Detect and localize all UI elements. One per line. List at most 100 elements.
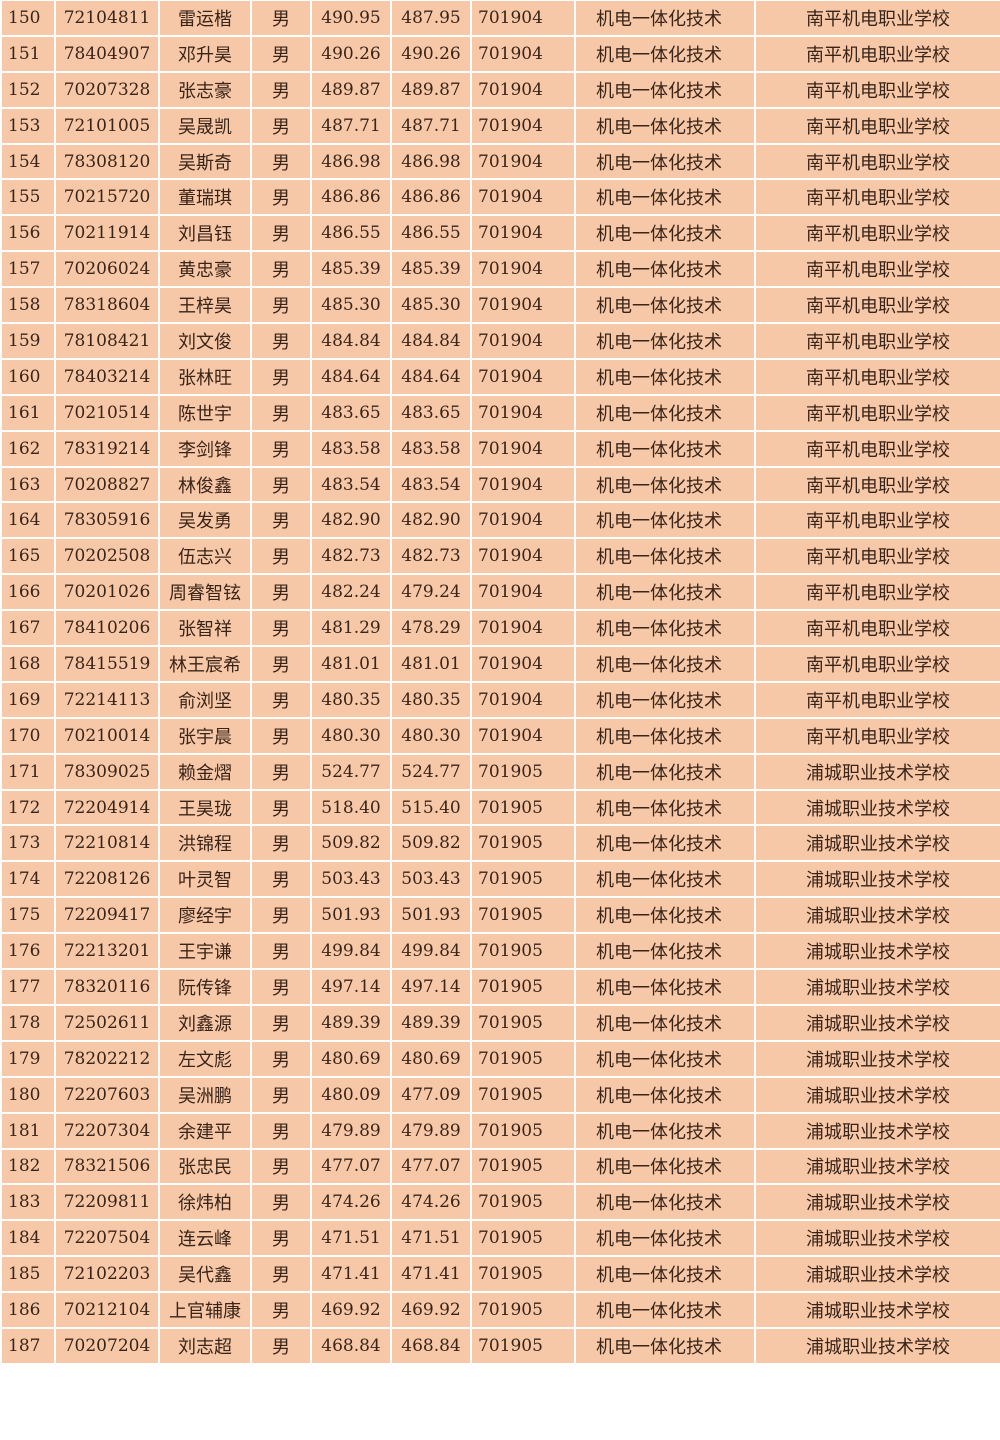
school-name-cell: 浦城职业技术学校 [754,1111,1000,1150]
school-name-cell: 浦城职业技术学校 [754,1326,1000,1365]
exam-id-cell: 78321506 [54,1147,160,1186]
row-number-cell: 153 [0,106,56,145]
major-name-cell: 机电一体化技术 [574,573,756,612]
row-number-cell: 158 [0,286,56,325]
major-code-cell: 701904 [470,393,576,432]
exam-id-cell: 78319214 [54,429,160,468]
adjusted-score-cell: 501.93 [390,896,472,935]
exam-id-cell: 70211914 [54,214,160,253]
student-name-cell: 董瑞琪 [158,178,252,217]
school-name-cell: 南平机电职业学校 [754,322,1000,360]
school-name-cell: 南平机电职业学校 [754,465,1000,504]
row-number-cell: 168 [0,645,56,683]
major-name-cell: 机电一体化技术 [574,142,756,181]
exam-id-cell: 72204914 [54,788,160,827]
school-name-cell: 浦城职业技术学校 [754,824,1000,863]
major-code-cell: 701905 [470,896,576,935]
gender-cell: 男 [250,1075,312,1114]
major-name-cell: 机电一体化技术 [574,788,756,827]
gender-cell: 男 [250,824,312,863]
row-number-cell: 182 [0,1147,56,1186]
school-name-cell: 南平机电职业学校 [754,537,1000,576]
row-number-cell: 172 [0,788,56,827]
total-score-cell: 483.65 [310,393,392,432]
table-row: 172 72204914 王昊珑男 518.40 515.40 701905 机电一体化技术… [0,788,1000,827]
major-code-cell: 701905 [470,1003,576,1042]
table-row: 168 78415519 林王宸希男 481.01 481.01 701904 机电一体化技… [0,645,1000,683]
adjusted-score-cell: 481.01 [390,645,472,683]
adjusted-score-cell: 471.51 [390,1219,472,1258]
row-number-cell: 177 [0,968,56,1006]
school-name-cell: 南平机电职业学校 [754,645,1000,683]
student-name-cell: 吴代鑫 [158,1255,252,1294]
school-name-cell: 南平机电职业学校 [754,0,1000,37]
table-row: 184 72207504 连云峰男 471.51 471.51 701905 机电一体化技术… [0,1219,1000,1258]
total-score-cell: 485.30 [310,286,392,325]
adjusted-score-cell: 497.14 [390,968,472,1006]
exam-id-cell: 72101005 [54,106,160,145]
major-name-cell: 机电一体化技术 [574,1183,756,1222]
total-score-cell: 483.54 [310,465,392,504]
gender-cell: 男 [250,645,312,683]
major-code-cell: 701904 [470,465,576,504]
row-number-cell: 181 [0,1111,56,1150]
total-score-cell: 480.09 [310,1075,392,1114]
major-code-cell: 701904 [470,716,576,755]
table-row: 159 78108421 刘文俊男 484.84 484.84 701904 机电一体化技术… [0,322,1000,360]
gender-cell: 男 [250,1183,312,1222]
table-row: 179 78202212 左文彪男 480.69 480.69 701905 机电一体化技术… [0,1039,1000,1078]
row-number-cell: 183 [0,1183,56,1222]
total-score-cell: 480.30 [310,716,392,755]
row-number-cell: 169 [0,680,56,719]
major-name-cell: 机电一体化技术 [574,501,756,540]
admission-results-table: 150 72104811 雷运楷男 490.95 487.95 701904 机电一体化技术… [0,0,1000,1365]
table-row: 175 72209417 廖经宇男 501.93 501.93 701905 机电一体化技术… [0,896,1000,935]
adjusted-score-cell: 524.77 [390,752,472,791]
student-name-cell: 左文彪 [158,1039,252,1078]
major-code-cell: 701905 [470,968,576,1006]
table-row: 153 72101005 吴晟凯男 487.71 487.71 701904 机电一体化技术… [0,106,1000,145]
student-name-cell: 洪锦程 [158,824,252,863]
adjusted-score-cell: 486.55 [390,214,472,253]
student-name-cell: 叶灵智 [158,860,252,899]
school-name-cell: 浦城职业技术学校 [754,860,1000,899]
adjusted-score-cell: 474.26 [390,1183,472,1222]
exam-id-cell: 72209811 [54,1183,160,1222]
row-number-cell: 160 [0,357,56,396]
exam-id-cell: 72208126 [54,860,160,899]
major-code-cell: 701904 [470,178,576,217]
gender-cell: 男 [250,501,312,540]
adjusted-score-cell: 482.73 [390,537,472,576]
table-row: 150 72104811 雷运楷男 490.95 487.95 701904 机电一体化技术… [0,0,1000,37]
school-name-cell: 浦城职业技术学校 [754,788,1000,827]
row-number-cell: 173 [0,824,56,863]
total-score-cell: 484.84 [310,322,392,360]
total-score-cell: 480.35 [310,680,392,719]
table-row: 167 78410206 张智祥男 481.29 478.29 701904 机电一体化技术… [0,609,1000,648]
adjusted-score-cell: 483.54 [390,465,472,504]
table-row: 186 70212104 上官辅康男 469.92 469.92 701905 机电一体化技… [0,1291,1000,1329]
student-name-cell: 吴晟凯 [158,106,252,145]
adjusted-score-cell: 468.84 [390,1326,472,1365]
total-score-cell: 501.93 [310,896,392,935]
total-score-cell: 487.71 [310,106,392,145]
exam-id-cell: 78108421 [54,322,160,360]
major-name-cell: 机电一体化技术 [574,896,756,935]
major-code-cell: 701905 [470,1039,576,1078]
table-row: 181 72207304 余建平男 479.89 479.89 701905 机电一体化技术… [0,1111,1000,1150]
major-name-cell: 机电一体化技术 [574,286,756,325]
student-name-cell: 张志豪 [158,70,252,109]
major-name-cell: 机电一体化技术 [574,214,756,253]
adjusted-score-cell: 499.84 [390,932,472,971]
major-name-cell: 机电一体化技术 [574,1326,756,1365]
table-row: 162 78319214 李剑锋男 483.58 483.58 701904 机电一体化技术… [0,429,1000,468]
row-number-cell: 152 [0,70,56,109]
adjusted-score-cell: 477.09 [390,1075,472,1114]
gender-cell: 男 [250,932,312,971]
exam-id-cell: 72209417 [54,896,160,935]
gender-cell: 男 [250,609,312,648]
gender-cell: 男 [250,1326,312,1365]
school-name-cell: 浦城职业技术学校 [754,1255,1000,1294]
adjusted-score-cell: 487.71 [390,106,472,145]
row-number-cell: 176 [0,932,56,971]
